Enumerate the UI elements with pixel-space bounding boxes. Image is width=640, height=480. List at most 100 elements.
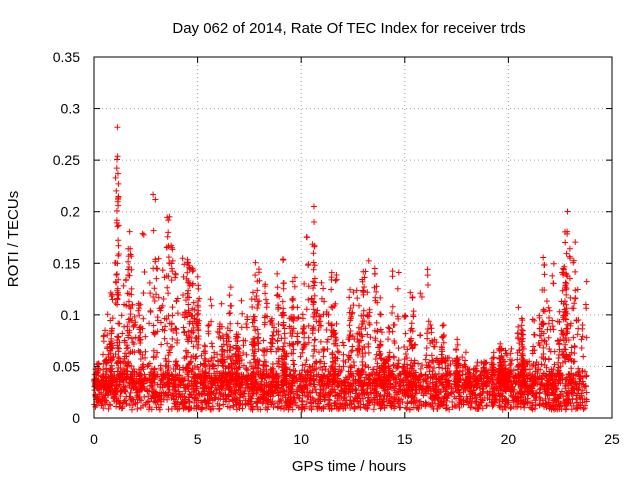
data-point — [135, 334, 142, 341]
data-point — [172, 271, 179, 278]
data-point — [446, 406, 453, 413]
data-point — [126, 272, 133, 279]
data-point — [406, 406, 413, 413]
data-point — [131, 313, 138, 320]
data-point — [216, 405, 223, 412]
data-point — [536, 389, 543, 396]
data-point — [183, 309, 190, 316]
data-point — [567, 322, 574, 329]
data-point — [507, 356, 514, 363]
data-point — [244, 400, 251, 407]
data-point — [290, 304, 297, 311]
data-point — [252, 381, 259, 388]
data-point — [152, 258, 159, 265]
data-point — [317, 389, 324, 396]
data-point — [574, 399, 581, 406]
data-point — [285, 384, 292, 391]
data-point — [395, 345, 402, 352]
data-point — [301, 341, 308, 348]
data-point — [317, 313, 324, 320]
data-point — [298, 398, 305, 405]
data-point — [233, 406, 240, 413]
data-point — [151, 297, 158, 304]
data-point — [483, 403, 490, 410]
data-point — [387, 373, 394, 380]
data-point — [317, 364, 324, 371]
data-point — [250, 323, 257, 330]
data-point — [164, 340, 171, 347]
data-point — [186, 380, 193, 387]
data-point — [473, 367, 480, 374]
data-point — [128, 317, 135, 324]
data-point — [521, 358, 528, 365]
data-point — [136, 348, 143, 355]
data-point — [290, 378, 297, 385]
data-point — [182, 396, 189, 403]
data-point — [278, 312, 285, 319]
data-point — [206, 365, 213, 372]
data-point — [269, 340, 276, 347]
data-point — [103, 375, 110, 382]
data-point — [579, 396, 586, 403]
data-point — [311, 218, 318, 225]
data-point — [104, 311, 111, 318]
data-point — [124, 290, 131, 297]
data-point — [211, 380, 218, 387]
data-point — [102, 390, 109, 397]
data-point — [280, 285, 287, 292]
data-point — [410, 367, 417, 374]
axis-ticks — [93, 56, 613, 419]
data-point — [161, 274, 168, 281]
data-point — [377, 396, 384, 403]
data-point — [305, 322, 312, 329]
data-point — [377, 381, 384, 388]
data-point — [150, 389, 157, 396]
data-point — [362, 361, 369, 368]
data-point — [321, 372, 328, 379]
chart-title: Day 062 of 2014, Rate Of TEC Index for r… — [172, 20, 525, 37]
data-point — [572, 239, 579, 246]
data-point — [535, 375, 542, 382]
data-point — [123, 400, 130, 407]
data-point — [114, 368, 121, 375]
data-point — [122, 277, 129, 284]
data-point — [227, 309, 234, 316]
data-point — [305, 283, 312, 290]
data-point — [406, 370, 413, 377]
data-point — [496, 393, 503, 400]
data-point — [172, 270, 179, 277]
data-point — [151, 285, 158, 292]
data-point — [157, 362, 164, 369]
data-point — [488, 383, 495, 390]
data-point — [299, 311, 306, 318]
data-point — [289, 297, 296, 304]
data-point — [121, 383, 128, 390]
data-point — [546, 307, 553, 314]
data-point — [359, 353, 366, 360]
data-point — [211, 349, 218, 356]
data-point — [345, 389, 352, 396]
data-point — [275, 358, 282, 365]
data-point — [538, 337, 545, 344]
data-point — [202, 376, 209, 383]
data-point — [113, 395, 120, 402]
data-point — [151, 379, 158, 386]
data-point — [198, 374, 205, 381]
data-point — [347, 305, 354, 312]
data-point — [135, 347, 142, 354]
data-point — [136, 312, 143, 319]
data-point — [236, 374, 243, 381]
data-point — [274, 338, 281, 345]
data-point — [136, 305, 143, 312]
data-point — [139, 230, 146, 237]
data-point — [173, 377, 180, 384]
data-point — [533, 358, 540, 365]
data-point — [563, 271, 570, 278]
data-point — [195, 307, 202, 314]
data-point — [154, 349, 161, 356]
data-point — [191, 370, 198, 377]
data-point — [361, 274, 368, 281]
data-point — [116, 320, 123, 327]
data-point — [347, 371, 354, 378]
data-point — [423, 362, 430, 369]
